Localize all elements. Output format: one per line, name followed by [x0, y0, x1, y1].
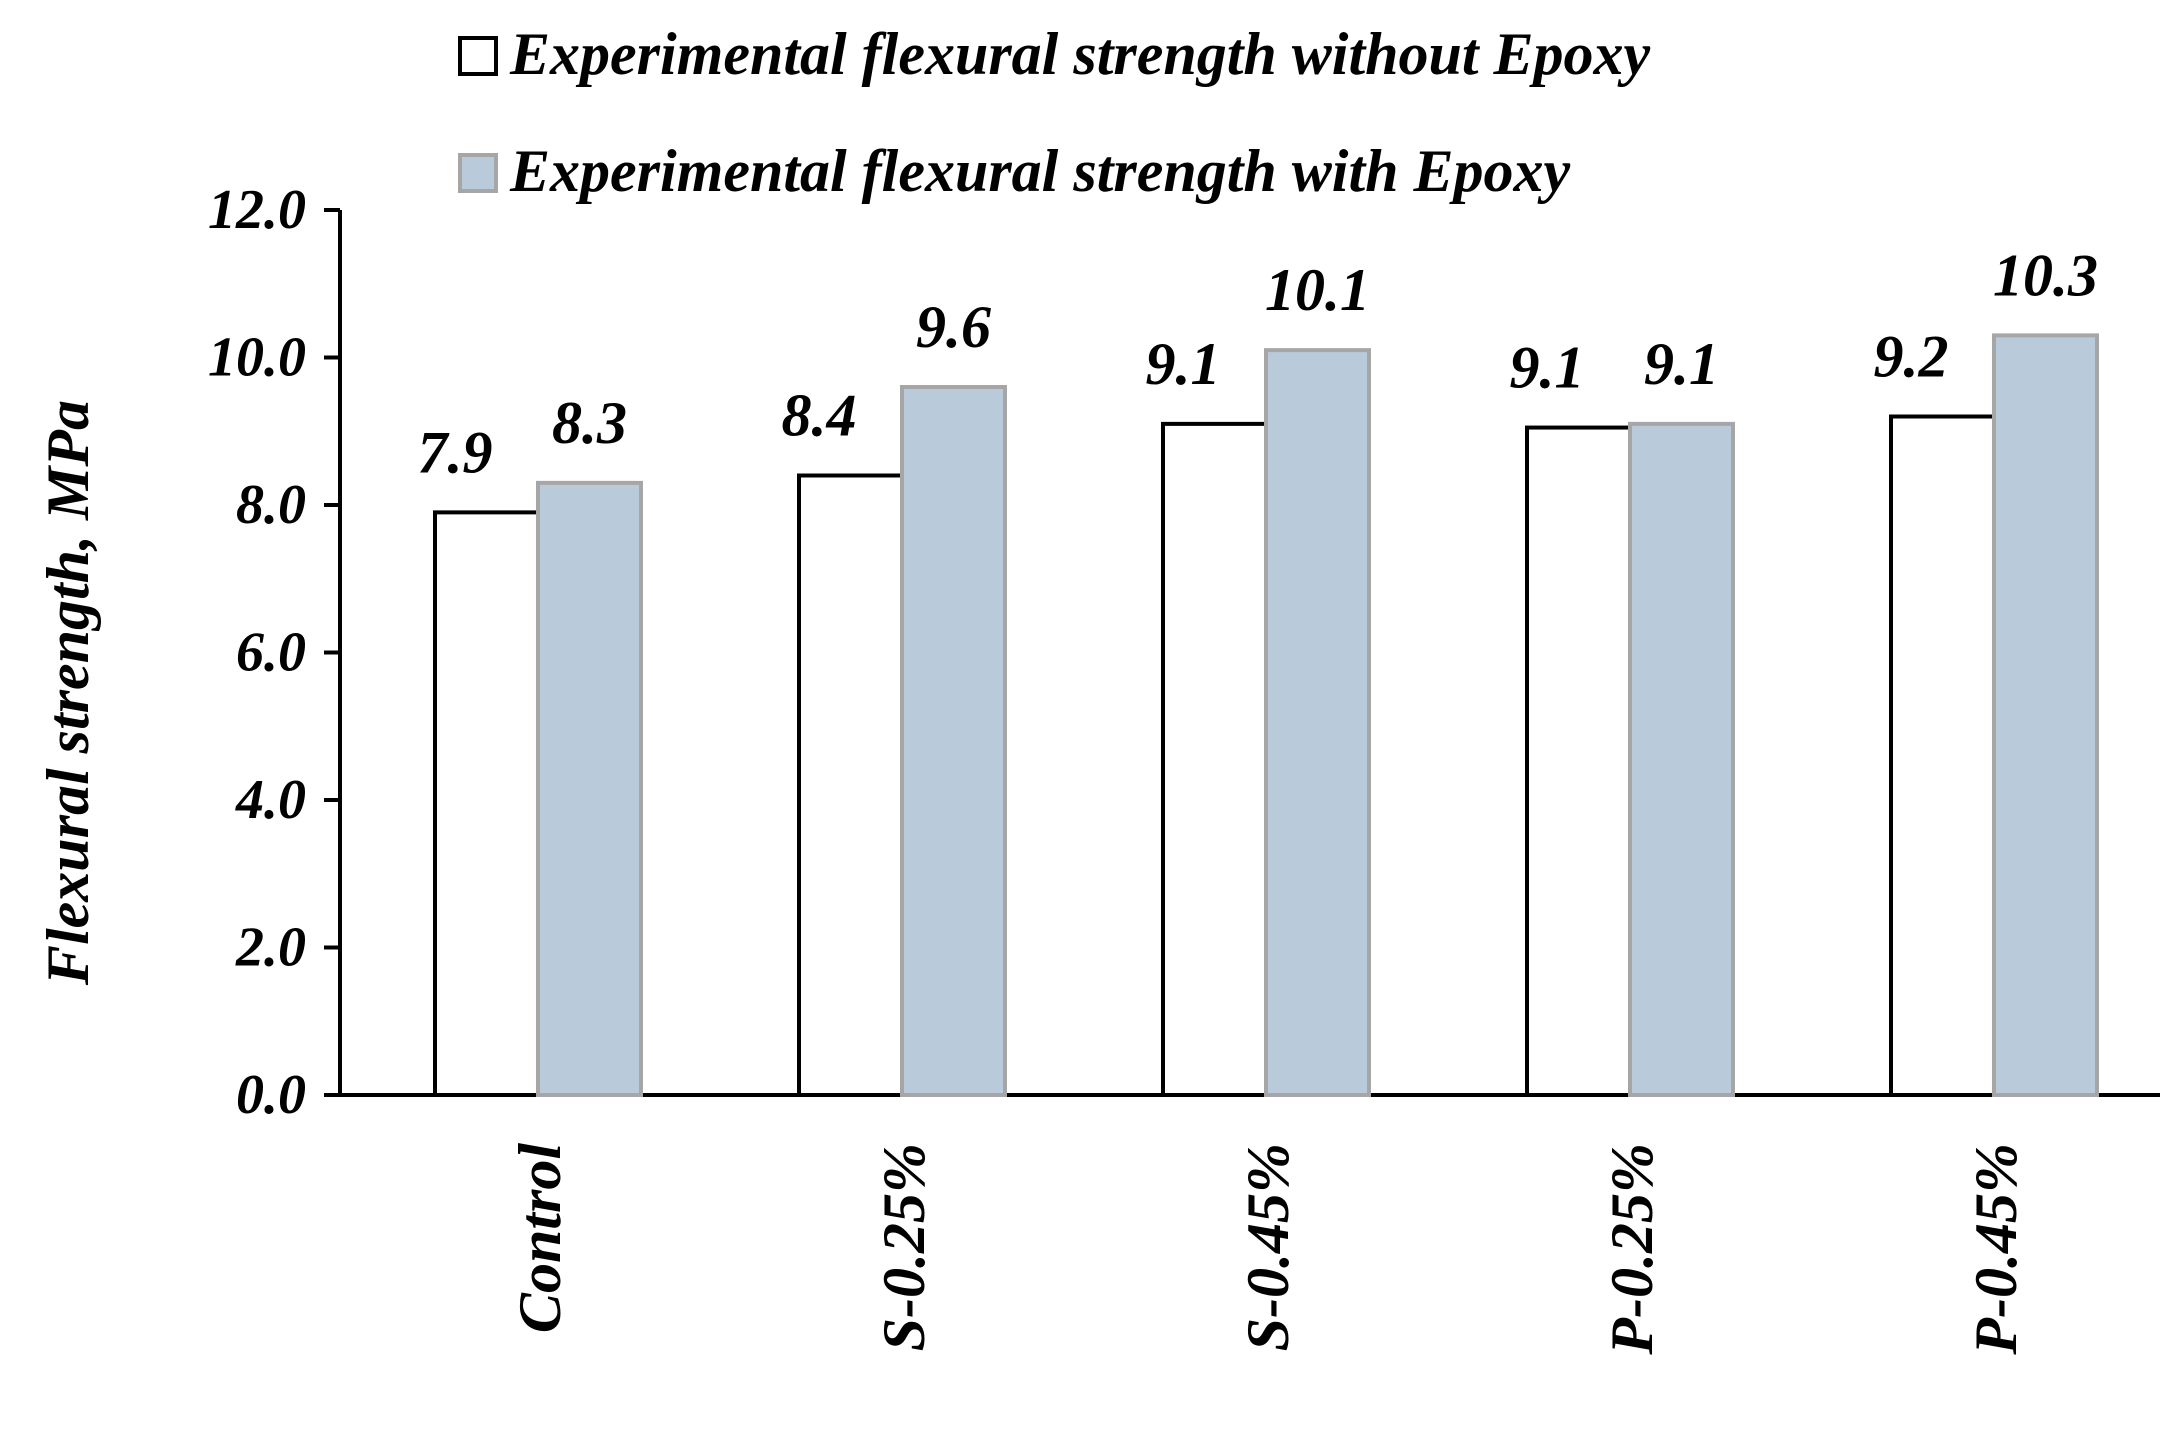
data-label: 9.1	[1644, 331, 1719, 397]
category-label: Control	[507, 1143, 573, 1333]
category-label: S-0.25%	[871, 1143, 937, 1351]
data-label: 8.3	[552, 390, 627, 456]
data-label: 9.6	[916, 294, 991, 360]
bar-with-epoxy	[1628, 421, 1735, 1097]
legend-swatch-with-epoxy	[458, 153, 498, 193]
data-label: 9.1	[1510, 335, 1585, 401]
bar-with-epoxy	[536, 480, 643, 1097]
data-label: 8.4	[782, 383, 857, 449]
bar-without-epoxy	[797, 473, 904, 1097]
bar-with-epoxy	[1992, 333, 2099, 1097]
category-label: S-0.45%	[1235, 1143, 1301, 1351]
category-label: P-0.45%	[1963, 1143, 2029, 1356]
bar-without-epoxy	[1525, 425, 1632, 1097]
bar-with-epoxy	[1264, 348, 1371, 1097]
y-tick-label: 12.0	[208, 179, 306, 241]
y-tick-label: 8.0	[236, 474, 306, 536]
y-tick-label: 4.0	[235, 769, 306, 831]
y-tick-label: 0.0	[236, 1064, 306, 1126]
data-label: 10.3	[1993, 242, 2098, 308]
legend-swatch-without-epoxy	[458, 36, 498, 76]
legend-label-with-epoxy: Experimental flexural strength with Epox…	[509, 138, 1571, 204]
data-label: 9.1	[1146, 331, 1221, 397]
category-label: P-0.25%	[1599, 1143, 1665, 1356]
bar-without-epoxy	[1889, 414, 1996, 1097]
y-tick-label: 2.0	[235, 917, 306, 979]
legend-label-without-epoxy: Experimental flexural strength without E…	[509, 21, 1651, 87]
bar-with-epoxy	[900, 385, 1007, 1097]
data-label: 9.2	[1874, 324, 1949, 390]
data-label: 10.1	[1265, 257, 1370, 323]
bar-without-epoxy	[433, 510, 540, 1097]
y-tick-label: 6.0	[236, 622, 306, 684]
y-axis-title: Flexural strength, MPa	[35, 400, 101, 986]
y-tick-label: 10.0	[208, 327, 306, 389]
bar-without-epoxy	[1161, 421, 1268, 1097]
data-label: 7.9	[418, 419, 493, 485]
